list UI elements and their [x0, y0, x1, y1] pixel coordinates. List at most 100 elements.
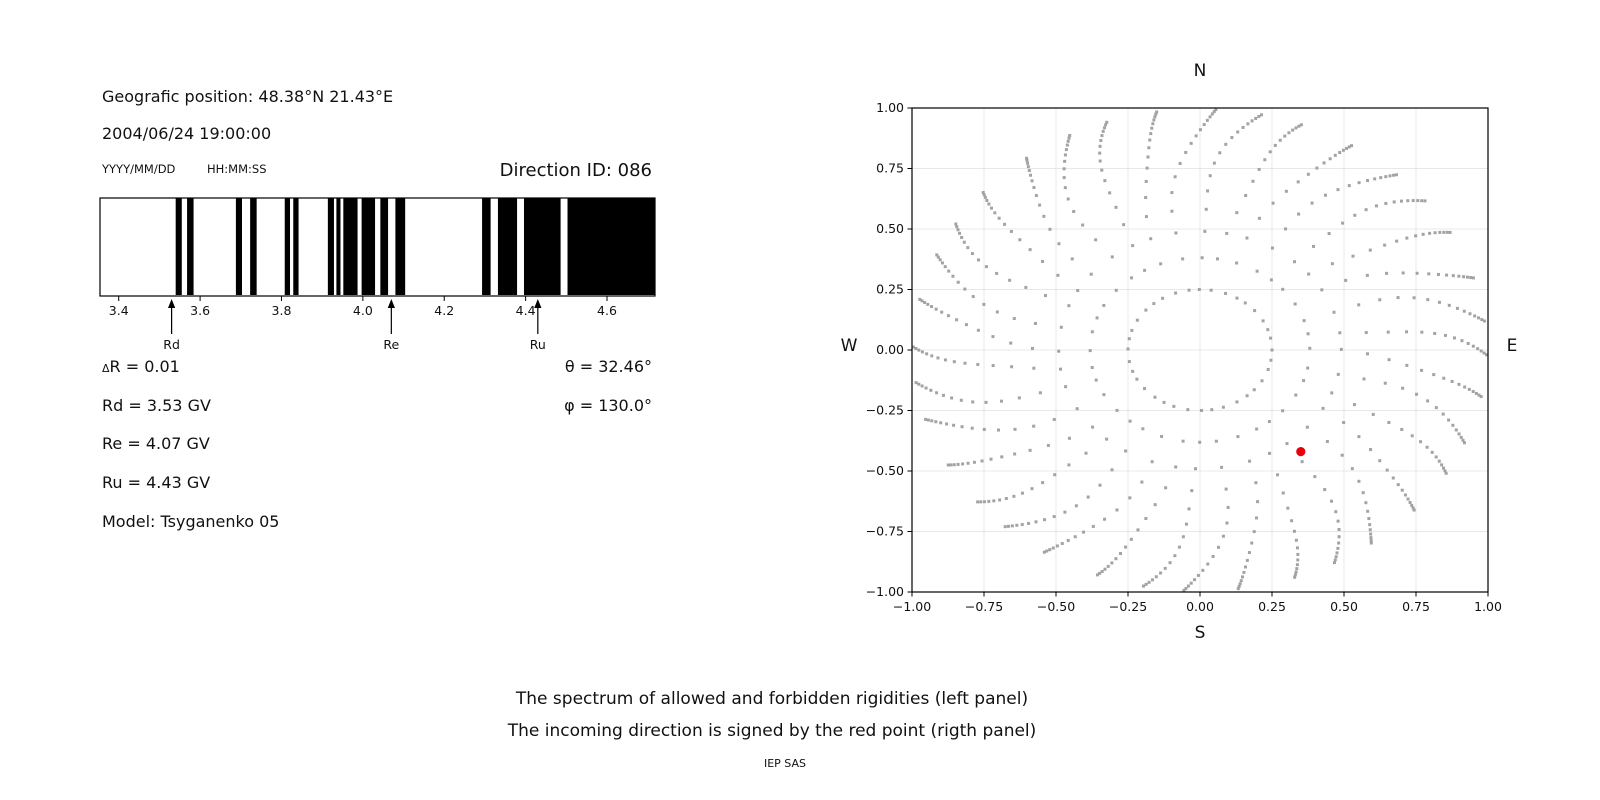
ray-dot [999, 399, 1003, 403]
ray-dot [1144, 215, 1148, 219]
ray-dot [1159, 571, 1163, 575]
ray-dot [1395, 173, 1399, 177]
ray-dot [1024, 285, 1028, 289]
ray-dot [1070, 257, 1074, 261]
ray-dot [1295, 546, 1299, 550]
ray-dot [1437, 300, 1441, 304]
ray-dot [1063, 186, 1067, 190]
ray-dot [1425, 445, 1429, 449]
ray-dot [1218, 151, 1222, 155]
ray-dot [1338, 151, 1342, 155]
ray-dot [1477, 393, 1481, 397]
allowed-band [327, 198, 334, 295]
ray-dot [1060, 541, 1064, 545]
allowed-band [482, 198, 491, 295]
allowed-bands [175, 198, 655, 295]
ray-dot [1433, 331, 1437, 335]
ray-dot [1269, 336, 1273, 340]
ray-dot [1095, 316, 1099, 320]
ray-dot [951, 274, 955, 278]
ray-dot [1154, 112, 1158, 116]
ray-dot [939, 421, 943, 425]
ray-dot [959, 398, 963, 402]
ray-dot [1064, 385, 1068, 389]
ray-dot [936, 356, 940, 360]
ray-dot [1160, 434, 1164, 438]
ray-dot [1148, 138, 1152, 142]
ray-dot [1202, 123, 1206, 127]
ray-dot [1197, 288, 1201, 292]
ray-dot [1140, 480, 1144, 484]
compass-east-label: E [1506, 336, 1518, 356]
ray-dot [1105, 437, 1109, 441]
ray-dot [1130, 276, 1134, 280]
ray-dot [956, 280, 960, 284]
ray-dot [1038, 391, 1042, 395]
ray-dot [1076, 288, 1080, 292]
ray-dot [1106, 564, 1110, 568]
geo-position-label: Geografic position: 48.38°N 21.43°E [102, 87, 394, 106]
ru-value: Ru = 4.43 GV [102, 473, 211, 492]
ray-dot [1337, 541, 1341, 545]
ray-dot [920, 384, 924, 388]
cutoff-marker-re: Re [383, 299, 400, 352]
ray-dot [1297, 212, 1301, 216]
ray-dot [1128, 419, 1132, 423]
ray-dot [1460, 339, 1464, 343]
ray-dot [963, 361, 967, 365]
ray-dot [1364, 208, 1368, 212]
ray-dot [925, 352, 929, 356]
ray-dot [1242, 570, 1246, 574]
ray-dot [1245, 394, 1249, 398]
ray-dot [1072, 209, 1076, 213]
ray-dot [917, 348, 921, 352]
ray-dot [946, 314, 950, 318]
ray-dot [1471, 276, 1475, 280]
ray-dot [950, 396, 954, 400]
ray-dot [1266, 328, 1270, 332]
ray-dot [1200, 408, 1204, 412]
ray-dot [1144, 308, 1148, 312]
ray-dot [1387, 358, 1391, 362]
ray-dot [1170, 209, 1174, 213]
ray-dot [1135, 377, 1139, 381]
ray-dot [1254, 516, 1258, 520]
ray-dot [1114, 557, 1118, 561]
ray-dot [1255, 269, 1259, 273]
ray-dot [1336, 188, 1340, 192]
credit-label: IEP SAS [763, 757, 807, 770]
ray-dot [1110, 255, 1114, 259]
ray-dot [955, 318, 959, 322]
ray-dot [1181, 535, 1185, 539]
ray-dot [1255, 427, 1259, 431]
ray-dot [1403, 493, 1407, 497]
asymptotic-directions-chart: −1.00 −0.75 −0.50 −0.25 0.00 0.25 0.50 0.75 1.00… [866, 100, 1502, 614]
ray-dot [941, 393, 945, 397]
ray-dot [1043, 294, 1047, 298]
ray-dot [1286, 506, 1290, 510]
ray-dot [1098, 144, 1102, 148]
ray-dot [1057, 349, 1061, 353]
allowed-band [380, 198, 389, 295]
ray-dot [1268, 451, 1272, 455]
ray-dot [1045, 549, 1049, 553]
ray-dot [1270, 246, 1274, 250]
ray-dot [992, 499, 996, 503]
ray-dot [1046, 443, 1050, 447]
ray-dot [1162, 400, 1166, 404]
ray-dot [1017, 396, 1021, 400]
ray-dot [955, 225, 959, 229]
ray-dot [1091, 425, 1095, 429]
ray-dot [1388, 174, 1392, 178]
ray-dot [1239, 579, 1243, 583]
ray-dot [1053, 473, 1057, 477]
ray-dot [1321, 406, 1325, 410]
ray-dot [1396, 483, 1400, 487]
ray-dot [995, 310, 999, 314]
caption-line-2: The incoming direction is signed by the … [507, 721, 1037, 741]
allowed-band [336, 198, 341, 295]
ray-dot [1315, 166, 1319, 170]
ray-dot [1104, 123, 1108, 127]
ray [1142, 408, 1204, 588]
ray-dot [1287, 131, 1291, 135]
